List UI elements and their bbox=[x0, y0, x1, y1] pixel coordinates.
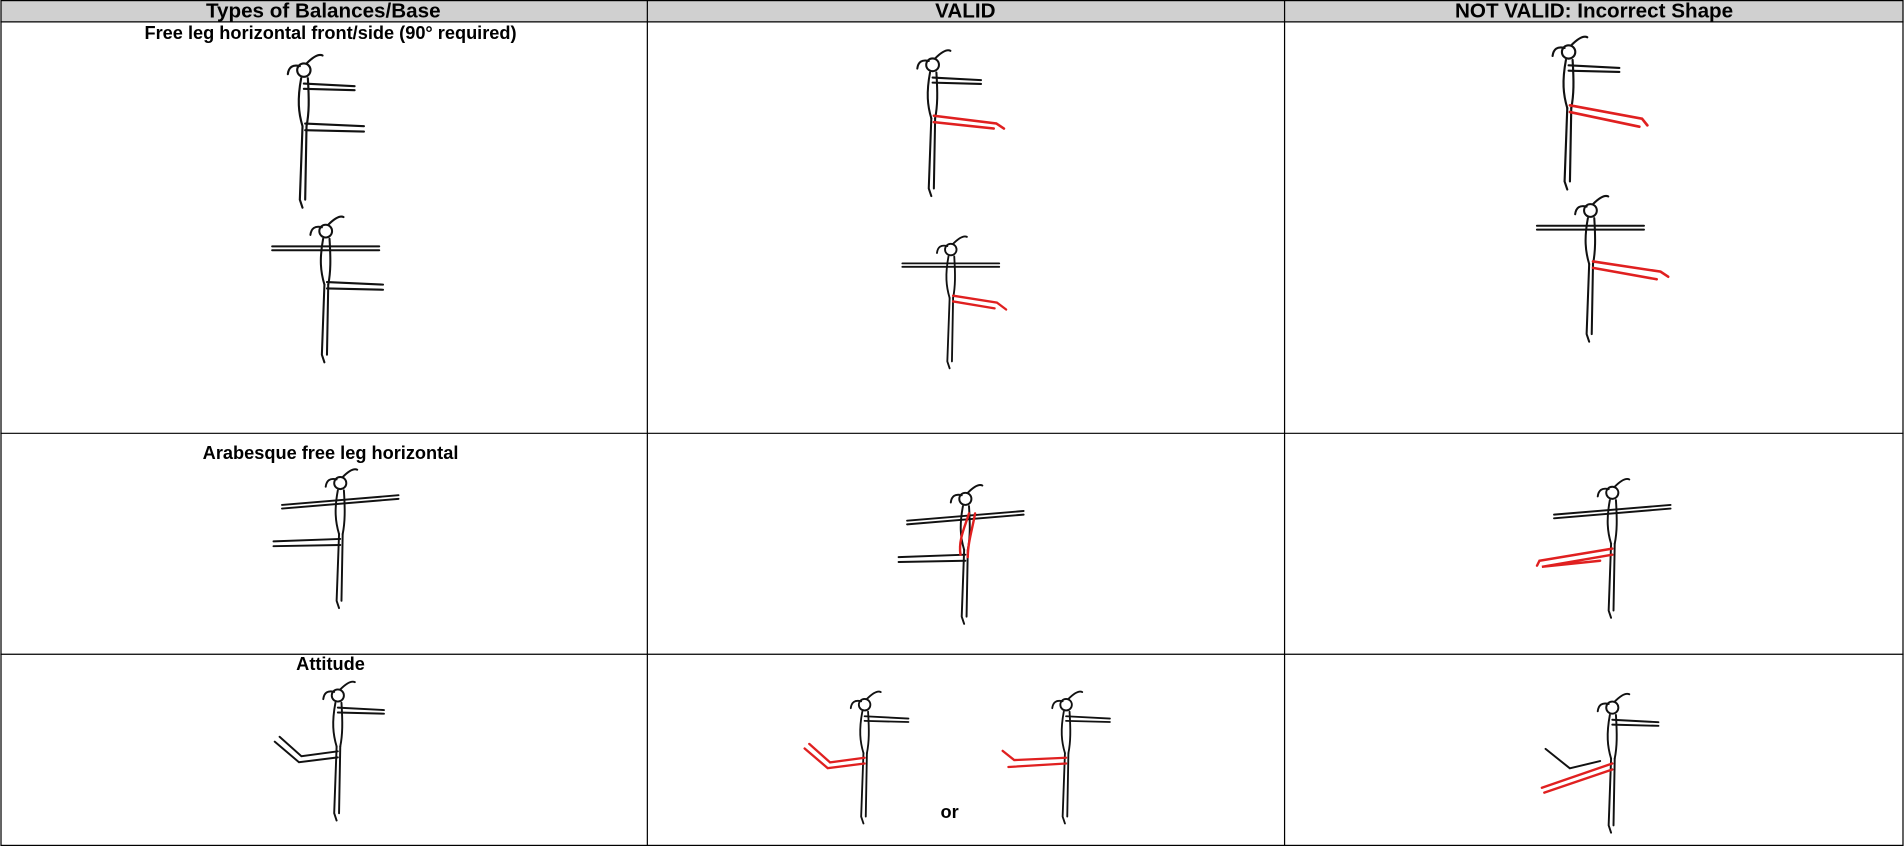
figure bbox=[1001, 690, 1111, 825]
header-cell: NOT VALID: Incorrect Shape bbox=[1455, 0, 1733, 23]
figure bbox=[803, 690, 910, 825]
row-label: Attitude bbox=[296, 654, 365, 674]
figure bbox=[1551, 35, 1649, 191]
figure bbox=[1535, 477, 1672, 619]
figure bbox=[916, 49, 1006, 198]
figure bbox=[286, 53, 365, 209]
header-bg bbox=[0, 0, 1904, 22]
figure bbox=[897, 484, 1025, 625]
figure bbox=[1535, 194, 1670, 343]
or-note: or bbox=[940, 802, 958, 822]
row-label: Free leg horizontal front/side (90° requ… bbox=[145, 23, 517, 43]
header-cell: Types of Balances/Base bbox=[206, 0, 441, 23]
figure bbox=[271, 215, 385, 364]
header-cell: VALID bbox=[935, 0, 995, 23]
figure bbox=[273, 680, 385, 822]
row-label: Arabesque free leg horizontal bbox=[203, 443, 459, 463]
figure bbox=[272, 468, 400, 610]
figure bbox=[901, 235, 1008, 370]
figure bbox=[1540, 692, 1660, 834]
